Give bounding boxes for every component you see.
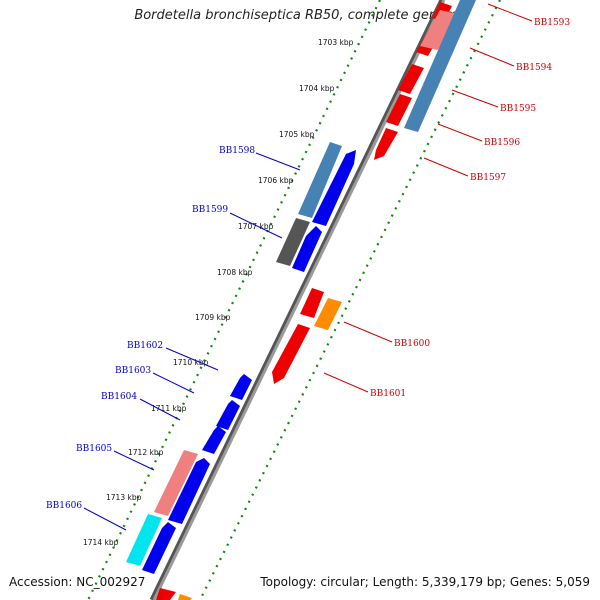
gene-orange-bottom[interactable] bbox=[178, 594, 192, 600]
backbone-shadow bbox=[149, 0, 445, 600]
label-bb1603[interactable]: BB1603 bbox=[115, 366, 151, 376]
tick-label-1708: 1708 kbp bbox=[217, 268, 253, 277]
label-bb1601[interactable]: BB1601 bbox=[370, 389, 406, 399]
tick-label-1710: 1710 kbp bbox=[173, 358, 209, 367]
leader-lines-left bbox=[83, 152, 301, 531]
label-bb1596[interactable]: BB1596 bbox=[484, 138, 520, 148]
gene-bb1599-blue[interactable] bbox=[292, 226, 322, 272]
accession-text: Accession: NC_002927 bbox=[9, 575, 146, 589]
gene-bb1601[interactable] bbox=[272, 324, 310, 384]
gene-bb1597[interactable] bbox=[374, 128, 398, 160]
map-title: Bordetella bronchiseptica RB50, complete… bbox=[134, 8, 466, 23]
label-bb1600[interactable]: BB1600 bbox=[394, 339, 430, 349]
gene-bb1602[interactable] bbox=[230, 374, 252, 400]
tick-label-1711: 1711 kbp bbox=[151, 404, 187, 413]
label-bb1593[interactable]: BB1593 bbox=[534, 18, 570, 28]
backbone bbox=[152, 0, 446, 600]
inner-dotted-circle bbox=[199, 0, 501, 600]
tick-label-1712: 1712 kbp bbox=[128, 448, 164, 457]
gene-bb1606-blue[interactable] bbox=[142, 522, 176, 574]
topology-summary: Topology: circular; Length: 5,339,179 bp… bbox=[260, 575, 590, 589]
label-bb1598[interactable]: BB1598 bbox=[219, 146, 255, 156]
tick-label-1707: 1707 kbp bbox=[238, 222, 274, 231]
gene-bb1605-pink[interactable] bbox=[154, 450, 198, 516]
labels-right: BB1593 BB1594 BB1595 BB1596 BB1597 BB160… bbox=[370, 18, 570, 399]
tick-label-1706: 1706 kbp bbox=[258, 176, 294, 185]
leader-lines-right bbox=[323, 3, 533, 393]
label-bb1595[interactable]: BB1595 bbox=[500, 104, 536, 114]
label-bb1604[interactable]: BB1604 bbox=[101, 392, 137, 402]
gene-bb1598-steel[interactable] bbox=[298, 142, 342, 218]
gene-bb1605-blue[interactable] bbox=[168, 458, 210, 524]
tick-label-1704: 1704 kbp bbox=[299, 84, 335, 93]
label-bb1606[interactable]: BB1606 bbox=[46, 501, 82, 511]
label-bb1594[interactable]: BB1594 bbox=[516, 63, 552, 73]
gene-bb1594b[interactable] bbox=[420, 10, 458, 50]
gene-bb1595[interactable] bbox=[398, 64, 424, 94]
tick-label-1703: 1703 kbp bbox=[318, 38, 354, 47]
gene-bb1598-blue[interactable] bbox=[312, 150, 356, 226]
label-bb1605[interactable]: BB1605 bbox=[76, 444, 112, 454]
gene-red-bottom[interactable] bbox=[156, 588, 176, 600]
gene-bb1600-orange[interactable] bbox=[314, 298, 342, 330]
tick-label-1714: 1714 kbp bbox=[83, 538, 119, 547]
gene-bb1603[interactable] bbox=[216, 400, 240, 430]
gene-bb1596[interactable] bbox=[386, 94, 412, 126]
gene-bb1604[interactable] bbox=[202, 426, 226, 454]
tick-label-1713: 1713 kbp bbox=[106, 493, 142, 502]
gene-bb1600[interactable] bbox=[300, 288, 324, 318]
gene-bb1594-steel[interactable] bbox=[404, 0, 476, 132]
labels-left: BB1598 BB1599 BB1602 BB1603 BB1604 BB160… bbox=[46, 146, 255, 511]
label-bb1597[interactable]: BB1597 bbox=[470, 173, 506, 183]
label-bb1599[interactable]: BB1599 bbox=[192, 205, 228, 215]
label-bb1602[interactable]: BB1602 bbox=[127, 341, 163, 351]
tick-label-1709: 1709 kbp bbox=[195, 313, 231, 322]
tick-label-1705: 1705 kbp bbox=[279, 130, 315, 139]
gene-bb1599-gray[interactable] bbox=[276, 218, 310, 266]
gene-bb1606-cyan[interactable] bbox=[126, 514, 162, 566]
outer-dotted-circle bbox=[87, 0, 381, 600]
